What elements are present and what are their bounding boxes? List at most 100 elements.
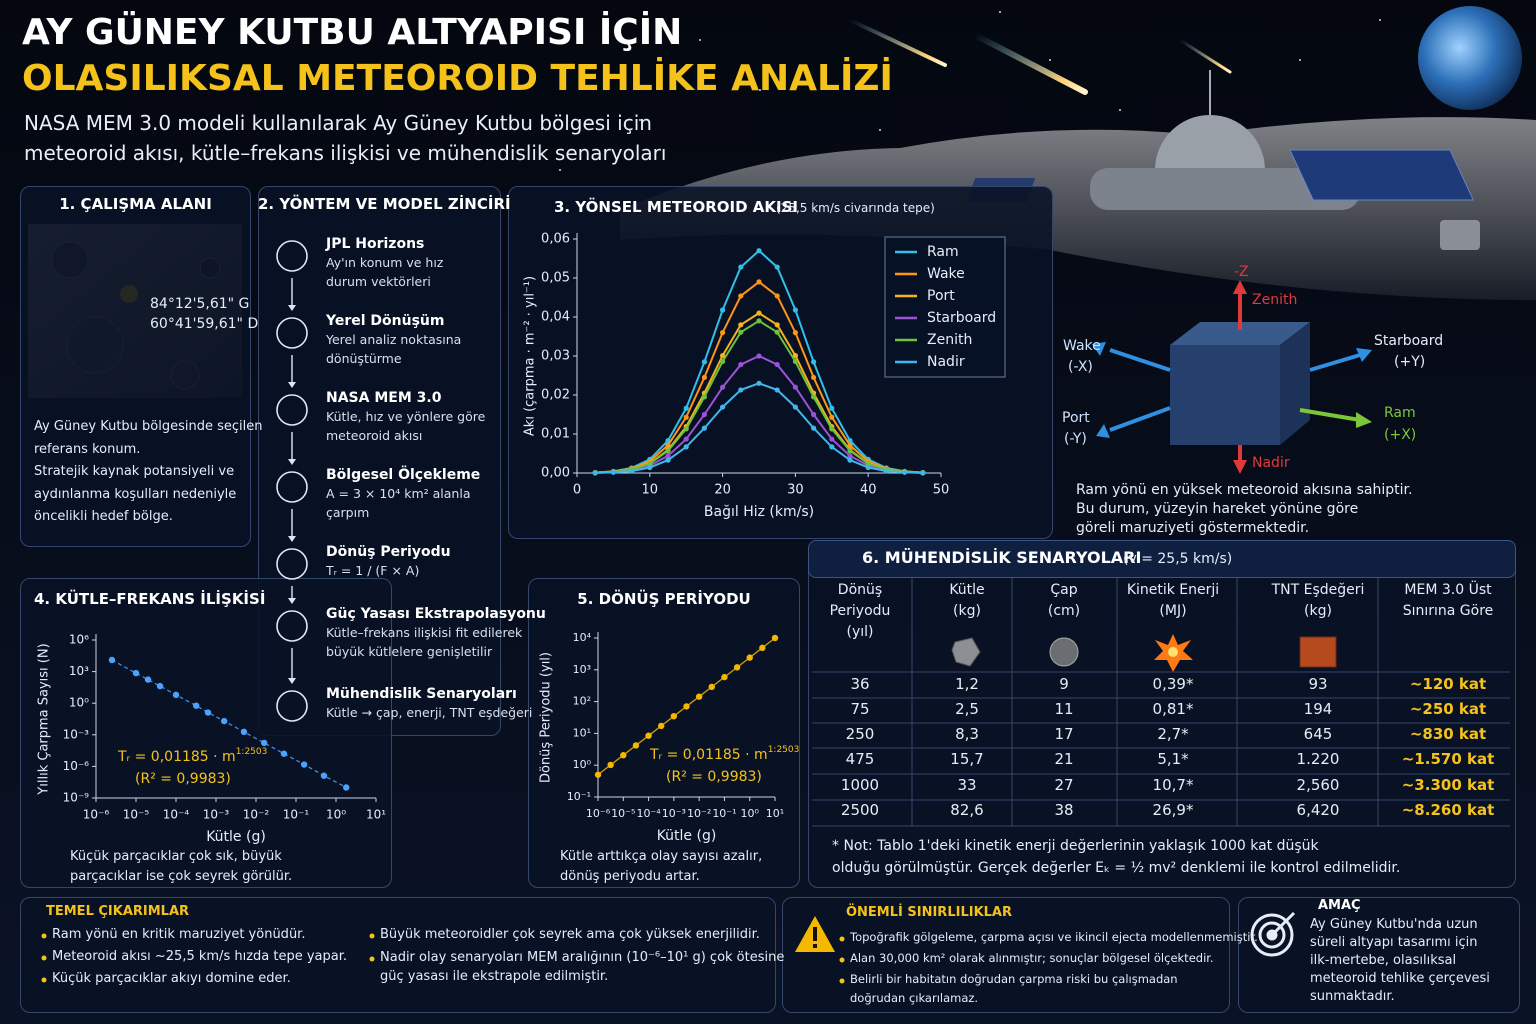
data-point (665, 442, 671, 448)
table-cell: 8,3 (955, 725, 979, 743)
x-axis-label: Kütle (g) (206, 829, 266, 845)
table-cell: 250 (845, 725, 875, 743)
y-tick-label: 10⁻³ (63, 727, 90, 741)
data-point (320, 772, 328, 779)
x-tick-label: 10⁻⁶ (83, 808, 110, 822)
table-header: Kinetik Enerji (1126, 582, 1220, 598)
caption: dönüş periyodu artar. (560, 869, 700, 884)
panel-mass-frequency (20, 578, 392, 888)
data-point (847, 448, 853, 454)
star (639, 119, 641, 121)
table-header: (kg) (953, 603, 981, 619)
y-tick-label: 0,00 (541, 466, 570, 481)
table-cell: 36 (850, 675, 870, 693)
panel-title: 3. YÖNSEL METEOROID AKISI (554, 198, 798, 216)
table-header: Periyodu (829, 603, 891, 619)
data-point (829, 436, 835, 442)
data-point (829, 414, 835, 420)
table-cell: 2,560 (1296, 776, 1340, 794)
x-axis-label: Kütle (g) (657, 828, 717, 844)
data-point (774, 329, 780, 335)
data-point (108, 656, 116, 664)
data-point (665, 448, 671, 454)
table-header: (yıl) (846, 624, 874, 640)
step-title: NASA MEM 3.0 (326, 390, 442, 406)
aim-text: Ay Güney Kutbu'nda uzun (1310, 917, 1478, 932)
data-point (811, 425, 817, 431)
orientation-cube (1092, 280, 1372, 474)
axis-direction-label: Port (1062, 410, 1090, 426)
data-point (665, 457, 671, 463)
orientation-note: Ram yönü en yüksek meteoroid akısına sah… (1076, 482, 1413, 498)
limitations-icon (795, 916, 835, 952)
title: OLASILIKSAL METEOROID TEHLİKE ANALİZİ (22, 58, 893, 99)
axis-direction-label: (+X) (1384, 427, 1417, 443)
table-header: Dönüş (837, 582, 883, 598)
y-tick-label: 0,04 (541, 310, 570, 325)
table-cell: ~120 kat (1409, 675, 1487, 693)
y-tick-label: 10⁶ (69, 633, 89, 647)
data-point (220, 717, 228, 725)
fit-r-squared: (R² = 0,9983) (135, 771, 231, 787)
table-cell: 9 (1059, 675, 1069, 693)
x-tick-label: 10⁻³ (662, 807, 686, 820)
star (559, 169, 561, 171)
axis-direction-label: Nadir (1252, 455, 1290, 471)
step-icon (276, 317, 308, 349)
data-point (665, 453, 671, 459)
data-point (594, 771, 602, 778)
bullet (839, 936, 845, 942)
data-point (720, 358, 726, 365)
table-cell: 5,1* (1157, 750, 1189, 768)
data-point (683, 426, 689, 432)
data-point (647, 464, 653, 471)
caption: parçacıklar ise çok seyrek görülür. (70, 869, 293, 884)
data-point (695, 693, 703, 700)
x-tick-label: 10⁻¹ (283, 808, 310, 822)
y-tick-label: 0,03 (541, 349, 570, 364)
data-point (156, 682, 164, 690)
step-arrowhead (288, 305, 296, 311)
panel-title-bar (808, 540, 1516, 578)
star (699, 39, 701, 41)
y-tick-label: 10² (573, 695, 591, 708)
data-point (829, 426, 835, 432)
x-tick-label: 10⁻⁶ (586, 807, 611, 820)
fit-equation-exponent: 1:2503 (236, 747, 268, 757)
bullet (369, 956, 375, 962)
axis-direction-label: (-Y) (1064, 431, 1087, 447)
data-point (774, 264, 780, 270)
table-header: (cm) (1047, 603, 1081, 619)
axis-direction-label: Ram (1384, 405, 1416, 421)
axis-direction-label: Wake (1063, 338, 1101, 354)
table-cell: 2500 (840, 801, 880, 819)
step-description: Kütle → çap, enerji, TNT eşdeğeri (326, 705, 533, 720)
data-point (792, 330, 799, 336)
data-point (792, 358, 799, 365)
table-cell: 21 (1054, 750, 1074, 768)
x-tick-label: 10⁻² (243, 808, 270, 822)
step-description: çarpım (326, 505, 370, 520)
aim-text: sunmaktadır. (1310, 989, 1395, 1004)
list-item: doğrudan çıkarılamaz. (850, 991, 979, 1005)
panel-title: 6. MÜHENDİSLİK SENARYOLARI (862, 548, 1142, 567)
data-point (300, 761, 308, 768)
legend-label: Wake (927, 266, 965, 282)
y-tick-label: 10⁻¹ (567, 790, 591, 803)
step-icon (276, 690, 308, 722)
table-cell: 15,7 (950, 750, 984, 768)
y-tick-label: 0,02 (541, 388, 570, 403)
data-point (647, 461, 653, 467)
table-cell: 0,81* (1152, 700, 1194, 718)
step-icon (276, 471, 308, 503)
table-cell: 10,7* (1152, 776, 1194, 794)
x-tick-label: 10⁻¹ (712, 807, 736, 820)
table-note: olduğu görülmüştür. Gerçek değerler Eₖ =… (832, 860, 1401, 876)
data-point (738, 264, 744, 270)
data-point (683, 405, 689, 411)
fit-equation-base: Tᵣ = 0,01185 · m (117, 749, 236, 765)
step-description: Yerel analiz noktasına (326, 332, 462, 347)
caption: Kütle arttıkça olay sayısı azalır, (560, 849, 763, 864)
panel-title: 5. DÖNÜŞ PERİYODU (577, 590, 751, 608)
